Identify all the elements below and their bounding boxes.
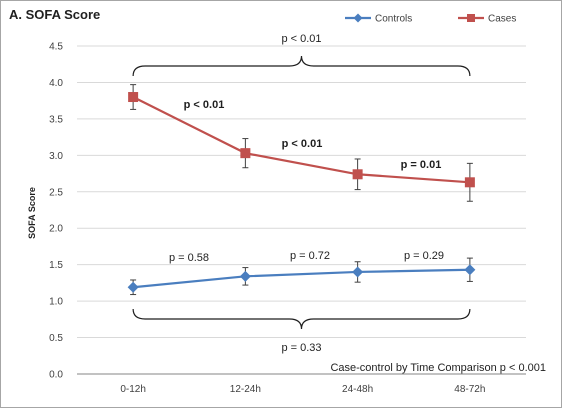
y-axis-title: SOFA Score xyxy=(27,187,37,239)
cases-overall-pvalue: p < 0.01 xyxy=(281,33,321,45)
legend-label: Controls xyxy=(375,14,412,25)
legend-entry-cases: Cases xyxy=(458,14,516,25)
data-point xyxy=(352,169,363,180)
series-line xyxy=(133,268,470,289)
x-tick-label: 12-24h xyxy=(230,384,261,395)
controls-overall-bracket xyxy=(132,308,471,330)
x-tick-labels: 0-12h 12-24h 24-48h 48-72h xyxy=(120,384,485,395)
y-tick-label: 1.5 xyxy=(49,260,63,271)
x-tick-label: 0-12h xyxy=(120,384,146,395)
data-series xyxy=(127,84,476,296)
controls-overall-pvalue: p = 0.33 xyxy=(281,342,321,354)
controls-pairwise-pvalue: p = 0.58 xyxy=(169,252,209,264)
data-point xyxy=(464,177,475,188)
data-point xyxy=(239,270,251,282)
data-point xyxy=(464,264,476,276)
y-tick-label: 0.0 xyxy=(49,370,63,381)
data-point xyxy=(240,148,251,159)
p-value-annotations: p < 0.01 p < 0.01 p < 0.01 p = 0.01 p = 0.58… xyxy=(169,33,546,374)
significance-brackets xyxy=(132,55,471,330)
series-controls xyxy=(127,257,476,296)
legend-swatch-marker xyxy=(467,14,475,22)
cases-pairwise-pvalue: p < 0.01 xyxy=(282,138,323,150)
y-tick-label: 4.5 xyxy=(49,42,63,53)
cases-pairwise-pvalue: p = 0.01 xyxy=(401,159,442,171)
y-tick-labels: 0.0 0.5 1.0 1.5 2.0 2.5 3.0 3.5 4.0 4.5 xyxy=(49,42,63,381)
y-tick-label: 2.0 xyxy=(49,224,63,235)
y-tick-label: 2.5 xyxy=(49,187,63,198)
data-point xyxy=(128,92,139,103)
data-point xyxy=(127,281,139,293)
y-tick-label: 1.0 xyxy=(49,297,63,308)
y-tick-label: 3.5 xyxy=(49,114,63,125)
controls-pairwise-pvalue: p = 0.72 xyxy=(290,250,330,262)
cases-pairwise-pvalue: p < 0.01 xyxy=(184,99,225,111)
legend-entry-controls: Controls xyxy=(345,13,412,25)
y-tick-label: 4.0 xyxy=(49,78,63,89)
controls-pairwise-pvalue: p = 0.29 xyxy=(404,250,444,262)
cases-overall-bracket xyxy=(132,55,471,77)
y-tick-label: 3.0 xyxy=(49,151,63,162)
legend-swatch-marker xyxy=(353,13,363,23)
interaction-pvalue: Case-control by Time Comparison p < 0.00… xyxy=(330,362,546,374)
data-point xyxy=(352,266,364,278)
series-cases xyxy=(128,84,475,202)
legend: Controls Cases xyxy=(345,13,516,25)
chart-title: A. SOFA Score xyxy=(9,7,100,22)
x-tick-label: 24-48h xyxy=(342,384,373,395)
x-tick-label: 48-72h xyxy=(454,384,485,395)
legend-label: Cases xyxy=(488,14,516,25)
y-tick-label: 0.5 xyxy=(49,333,63,344)
gridlines xyxy=(77,45,526,375)
series-line xyxy=(132,96,470,184)
